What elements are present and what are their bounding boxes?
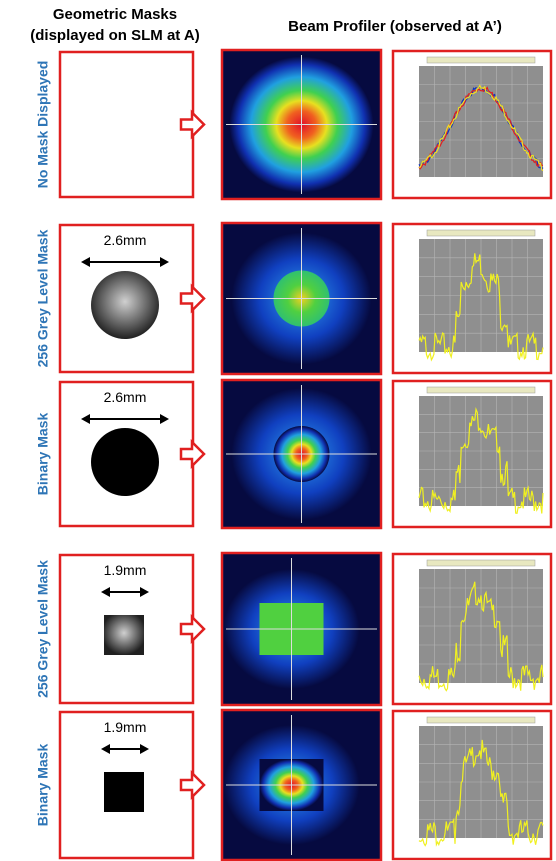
plot-legend xyxy=(427,717,535,723)
header-left-1: Geometric Masks xyxy=(53,6,177,23)
mask-shape xyxy=(104,772,144,812)
mask-dimension: 2.6mm xyxy=(104,232,147,248)
row-label: No Mask Displayed xyxy=(35,61,51,189)
plot-legend xyxy=(427,57,535,63)
plot-legend xyxy=(427,560,535,566)
plot-legend xyxy=(427,387,535,393)
mask-box xyxy=(60,52,193,197)
row: Binary Mask 2.6mm xyxy=(35,380,551,528)
mask-dimension: 2.6mm xyxy=(104,389,147,405)
row: 256 Grey Level Mask 2.6mm xyxy=(35,223,551,374)
row-label: Binary Mask xyxy=(35,744,51,827)
mask-shape xyxy=(104,615,144,655)
mask-shape xyxy=(91,271,159,339)
header-left-2: (displayed on SLM at A) xyxy=(30,27,199,44)
mask-dimension: 1.9mm xyxy=(104,719,147,735)
row-label: Binary Mask xyxy=(35,413,51,496)
header-right: Beam Profiler (observed at A’) xyxy=(288,18,502,35)
mask-shape xyxy=(91,428,159,496)
mask-dimension: 1.9mm xyxy=(104,562,147,578)
row-label: 256 Grey Level Mask xyxy=(35,229,51,367)
row: 256 Grey Level Mask 1.9mm xyxy=(35,553,551,705)
row: No Mask Displayed xyxy=(35,50,551,199)
figure: Geometric Masks (displayed on SLM at A) … xyxy=(0,0,556,861)
row: Binary Mask 1.9mm xyxy=(35,710,551,860)
row-label: 256 Grey Level Mask xyxy=(35,560,51,698)
plot-legend xyxy=(427,230,535,236)
rows: No Mask Displayed 256 Grey Level Mask 2.6m… xyxy=(35,50,551,860)
